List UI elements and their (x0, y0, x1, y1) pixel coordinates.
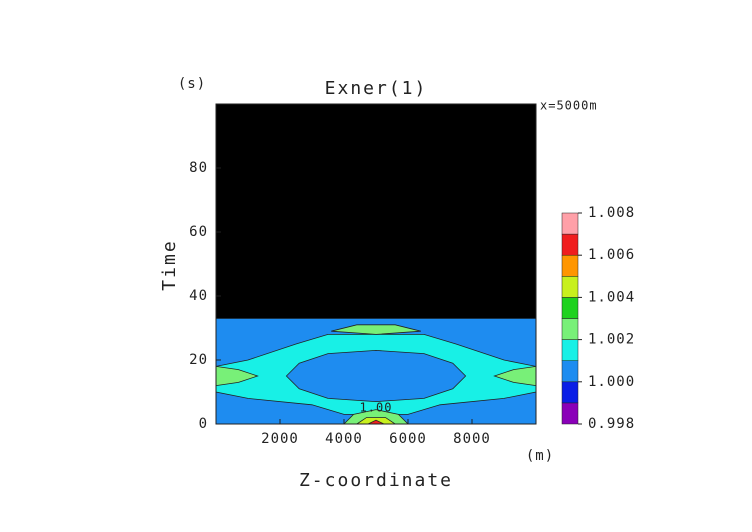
colorbar-swatch (561, 276, 579, 298)
colorbar-swatch (561, 339, 579, 361)
colorbar-swatch (561, 360, 579, 383)
x-unit: (m) (526, 448, 554, 464)
colorbar-swatch (561, 212, 579, 235)
y-axis-label: Time (159, 239, 180, 290)
y-unit: (s) (178, 76, 206, 92)
x-axis-label: Z-coordinate (299, 470, 453, 491)
colorbar-tick-label: 1.004 (588, 289, 635, 305)
colorbar-tick-label: 1.006 (588, 247, 635, 263)
y-tick-label: 20 (189, 352, 208, 368)
colorbar-swatch (561, 402, 579, 425)
annotation: x=5000m (540, 99, 598, 113)
masked-region (216, 104, 536, 319)
x-tick-label: 8000 (453, 431, 491, 447)
contour-label: 1.00 (360, 401, 393, 415)
colorbar-tick-label: 1.002 (588, 332, 635, 348)
x-tick-label: 2000 (261, 431, 299, 447)
x-tick-label: 6000 (389, 431, 427, 447)
contour-region (285, 349, 467, 403)
colorbar-swatch (561, 381, 579, 404)
colorbar-tick-label: 1.000 (588, 374, 635, 390)
colorbar-tick-label: 0.998 (588, 416, 635, 432)
colorbar-swatch (561, 233, 579, 256)
plot-frame (215, 103, 537, 425)
contour-region (331, 324, 421, 335)
y-tick-label: 0 (199, 416, 208, 432)
colorbar-swatch (561, 254, 579, 277)
y-tick-label: 60 (189, 224, 208, 240)
x-tick-label: 4000 (325, 431, 363, 447)
chart-title: Exner(1) (325, 78, 428, 99)
colorbar-tick-label: 1.008 (588, 205, 635, 221)
colorbar-swatch (561, 318, 579, 340)
y-tick-label: 80 (189, 160, 208, 176)
y-tick-label: 40 (189, 288, 208, 304)
colorbar-swatch (561, 297, 579, 319)
